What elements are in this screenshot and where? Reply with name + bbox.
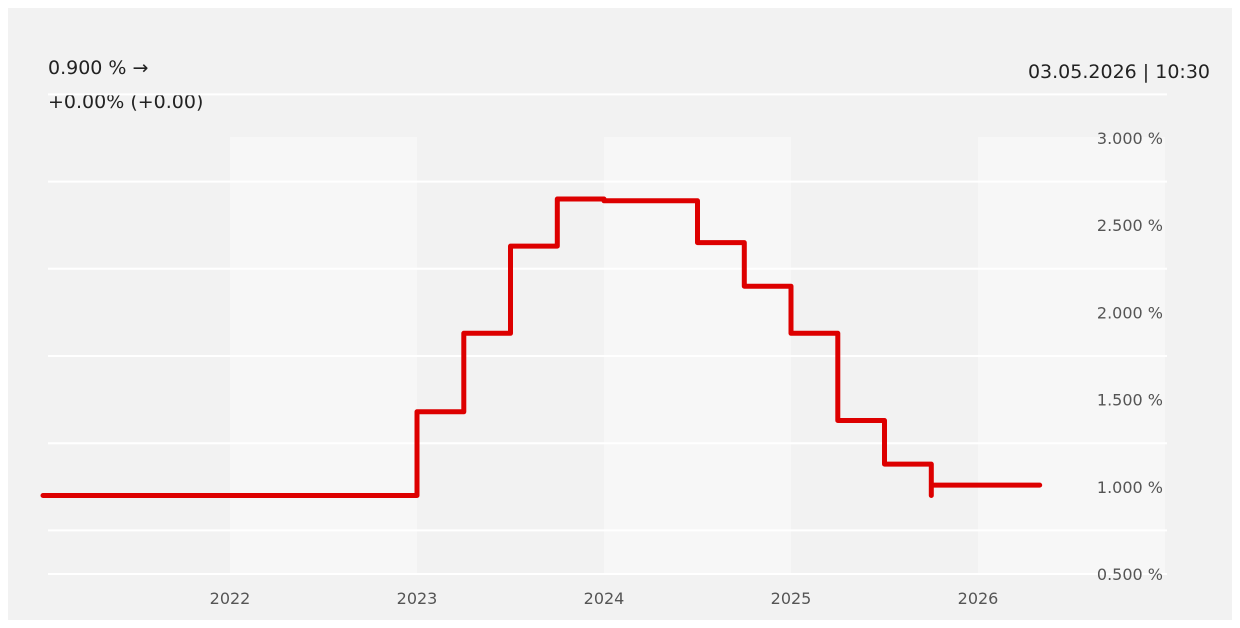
x-tick-label: 2022	[210, 589, 251, 608]
y-tick-label: 1.500 %	[1097, 391, 1163, 410]
y-tick-label: 0.500 %	[1097, 565, 1163, 584]
x-tick-label: 2023	[397, 589, 438, 608]
change-value: +0.00% (+0.00)	[48, 91, 204, 113]
x-tick-label: 2025	[771, 589, 812, 608]
x-tick-label: 2026	[958, 589, 999, 608]
series-layer	[40, 196, 1043, 498]
x-tick-label: 2024	[584, 589, 625, 608]
y-axis: 3.000 % 2.500 % 2.000 % 1.500 % 1.000 % 0.500…	[1097, 129, 1163, 584]
grid-lines	[48, 93, 1167, 575]
y-tick-label: 1.000 %	[1097, 478, 1163, 497]
timestamp: 03.05.2026 | 10:30	[1027, 61, 1210, 83]
x-axis: 2022 2023 2024 2025 2026	[210, 589, 999, 608]
current-value: 0.900 % →	[48, 57, 149, 79]
y-tick-label: 3.000 %	[1097, 129, 1163, 148]
series-line	[40, 196, 1043, 498]
y-tick-label: 2.500 %	[1097, 216, 1163, 235]
y-tick-label: 2.000 %	[1097, 303, 1163, 322]
